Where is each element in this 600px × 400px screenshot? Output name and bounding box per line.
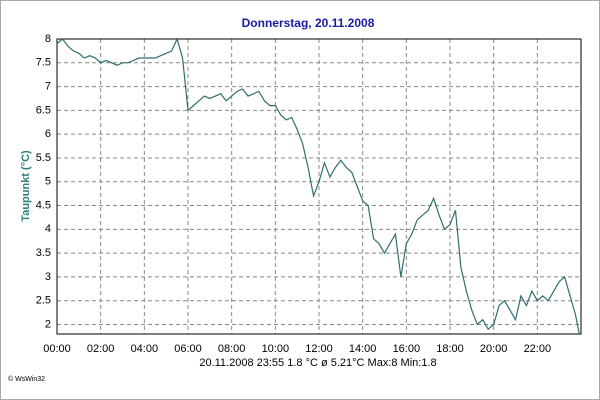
plot-border — [56, 38, 582, 335]
y-tick-label: 5 — [45, 176, 51, 188]
y-tick-label: 8 — [45, 33, 51, 45]
x-tick-label: 16:00 — [393, 343, 421, 355]
y-tick-label: 5.5 — [36, 152, 51, 164]
x-tick-label: 14:00 — [349, 343, 377, 355]
chart-title: Donnerstag, 20.11.2008 — [242, 16, 375, 30]
y-tick-label: 7.5 — [36, 57, 51, 69]
y-tick-label: 6 — [45, 128, 51, 140]
credit: © WsWin32 — [8, 375, 45, 383]
subtitle: 20.11.2008 23:55 1.8 °C ø 5.21°C Max:8 M… — [199, 357, 436, 369]
y-axis-label: Taupunkt (°C) — [20, 150, 32, 222]
y-tick-label: 7 — [45, 80, 51, 92]
x-tick-label: 20:00 — [480, 343, 508, 355]
y-tick-label: 3 — [45, 271, 51, 283]
x-tick-label: 12:00 — [305, 343, 333, 355]
data-line — [56, 37, 580, 335]
x-tick-label: 10:00 — [262, 343, 290, 355]
x-tick-label: 00:00 — [43, 343, 71, 355]
x-tick-label: 22:00 — [524, 343, 552, 355]
x-tick-label: 06:00 — [174, 343, 202, 355]
y-tick-label: 6.5 — [36, 104, 51, 116]
x-tick-label: 04:00 — [131, 343, 159, 355]
y-tick-label: 2 — [45, 318, 51, 330]
y-tick-label: 4.5 — [36, 199, 51, 211]
y-tick-label: 2.5 — [36, 295, 51, 307]
y-tick-label: 3.5 — [36, 247, 51, 259]
y-tick-label: 4 — [45, 223, 51, 235]
x-tick-label: 02:00 — [87, 343, 115, 355]
x-tick-label: 08:00 — [218, 343, 246, 355]
x-tick-label: 18:00 — [436, 343, 464, 355]
